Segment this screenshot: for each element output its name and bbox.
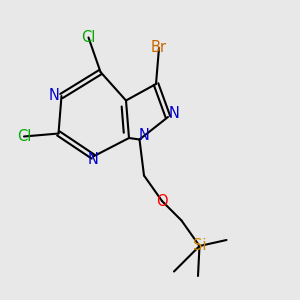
Text: N: N — [49, 88, 59, 104]
Text: N: N — [139, 128, 149, 142]
Text: Br: Br — [151, 40, 167, 56]
Text: Cl: Cl — [81, 30, 96, 45]
Text: N: N — [88, 152, 98, 167]
Text: N: N — [169, 106, 179, 122]
Text: Si: Si — [193, 238, 206, 253]
Text: Cl: Cl — [17, 129, 31, 144]
Text: O: O — [156, 194, 168, 208]
